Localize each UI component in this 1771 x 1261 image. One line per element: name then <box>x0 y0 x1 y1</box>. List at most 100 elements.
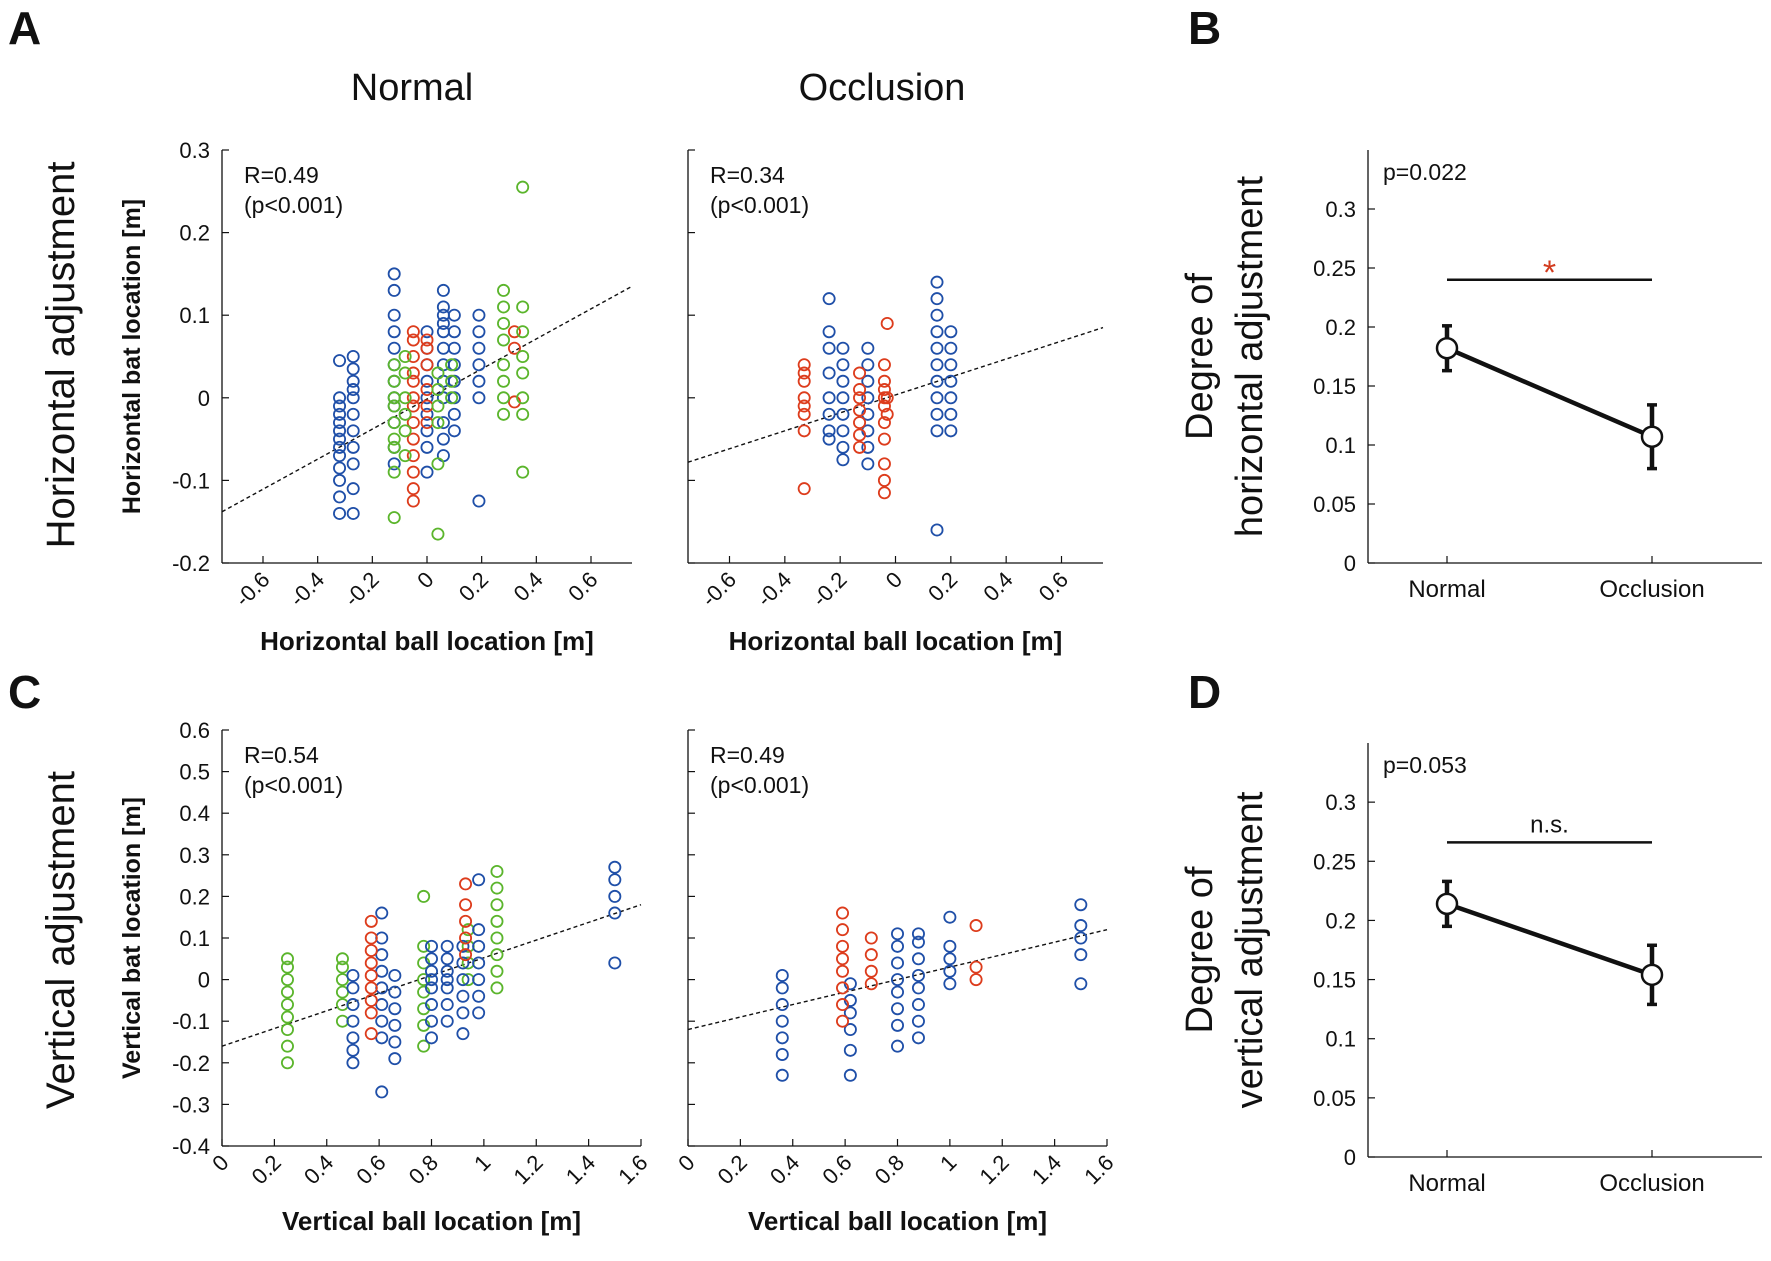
data-point <box>388 1035 402 1049</box>
data-point <box>436 449 450 463</box>
data-point <box>280 1056 294 1070</box>
data-point <box>472 923 486 937</box>
data-point <box>387 399 401 413</box>
x-tick-label: 0.4 <box>765 1150 804 1189</box>
data-point <box>436 316 450 330</box>
data-point <box>472 873 486 887</box>
data-point <box>516 300 530 314</box>
y-tick-label: 0.25 <box>1313 849 1356 874</box>
data-point <box>280 1039 294 1053</box>
data-point <box>459 877 473 891</box>
correlation-label: R=0.49 <box>244 162 319 188</box>
data-point <box>775 1014 789 1028</box>
data-point <box>440 973 454 987</box>
data-point <box>420 440 434 454</box>
row-label-horizontal: Horizontal adjustment <box>39 162 83 549</box>
data-point <box>335 960 349 974</box>
data-point <box>406 391 420 405</box>
data-point <box>797 399 811 413</box>
correlation-label: R=0.54 <box>244 742 319 768</box>
mean-marker <box>1640 425 1664 448</box>
data-point <box>472 341 486 355</box>
data-point <box>930 325 944 339</box>
y-tick-label: 0.3 <box>1325 197 1356 222</box>
regression-line <box>687 326 1104 463</box>
data-point <box>843 1043 857 1057</box>
y-tick-label: 0.3 <box>179 138 210 163</box>
data-point <box>346 1031 360 1045</box>
correlation-label: R=0.49 <box>710 742 785 768</box>
data-point <box>387 465 401 479</box>
column-title-normal: Normal <box>351 67 473 109</box>
data-point <box>346 391 360 405</box>
data-point <box>333 461 347 475</box>
panel-d: 0 0.05 0.1 0.15 0.2 0.25 0.3 Normal Occlusion n.s… <box>1179 743 1762 1197</box>
x-tick-label: 0.4 <box>509 567 548 606</box>
data-point <box>436 416 450 430</box>
data-point <box>853 383 867 397</box>
data-point <box>375 1014 389 1028</box>
data-point <box>877 358 891 372</box>
data-point <box>406 465 420 479</box>
data-point <box>333 407 347 421</box>
x-tick-label: Occlusion <box>1599 1170 1704 1197</box>
y-tick-label: -0.3 <box>172 1092 210 1117</box>
data-point <box>387 325 401 339</box>
data-point <box>346 981 360 995</box>
data-point <box>406 399 420 413</box>
data-point <box>822 341 836 355</box>
data-point <box>836 998 850 1012</box>
y-tick-label: 0 <box>198 968 210 993</box>
data-point <box>891 939 905 953</box>
data-point <box>346 407 360 421</box>
data-point <box>861 341 875 355</box>
data-point <box>417 939 431 953</box>
data-point <box>797 424 811 438</box>
regression-line <box>221 285 633 513</box>
data-point <box>459 931 473 945</box>
data-point <box>797 366 811 380</box>
data-point <box>877 486 891 500</box>
mean-marker <box>1435 892 1459 916</box>
x-tick-label: 0.6 <box>817 1150 856 1189</box>
x-axis-label: Horizontal ball location [m] <box>729 626 1063 656</box>
data-point <box>836 964 850 978</box>
data-point <box>456 973 470 987</box>
x-tick-label: -0.2 <box>807 567 851 611</box>
mean-marker <box>1640 963 1664 987</box>
data-point <box>440 998 454 1012</box>
data-point <box>346 968 360 982</box>
x-tick-label: -0.4 <box>752 567 796 611</box>
data-point <box>456 989 470 1003</box>
data-point <box>280 985 294 999</box>
data-point <box>375 1085 389 1099</box>
data-point <box>375 998 389 1012</box>
data-point <box>333 432 347 446</box>
x-tick-label: 0.2 <box>247 1150 286 1189</box>
y-axis-label-line1: Degree of <box>1179 273 1221 440</box>
data-point <box>822 366 836 380</box>
data-point <box>930 407 944 421</box>
data-point <box>447 341 461 355</box>
data-point <box>472 939 486 953</box>
data-point <box>436 432 450 446</box>
data-point <box>880 316 894 330</box>
y-tick-label: -0.4 <box>172 1134 210 1159</box>
data-point <box>930 308 944 322</box>
data-point <box>333 473 347 487</box>
data-point <box>388 1018 402 1032</box>
y-tick-label: 0.05 <box>1313 492 1356 517</box>
y-tick-label: 0 <box>1344 551 1356 576</box>
x-tick-label: -0.4 <box>285 567 329 611</box>
data-point <box>836 440 850 454</box>
y-tick-label: 0 <box>1344 1145 1356 1170</box>
data-point <box>891 973 905 987</box>
data-point <box>775 998 789 1012</box>
data-point <box>864 977 878 991</box>
data-point <box>911 968 925 982</box>
data-point <box>388 1002 402 1016</box>
data-point <box>836 952 850 966</box>
y-tick-label: 0.2 <box>179 884 210 909</box>
data-point <box>472 325 486 339</box>
data-point <box>346 998 360 1012</box>
